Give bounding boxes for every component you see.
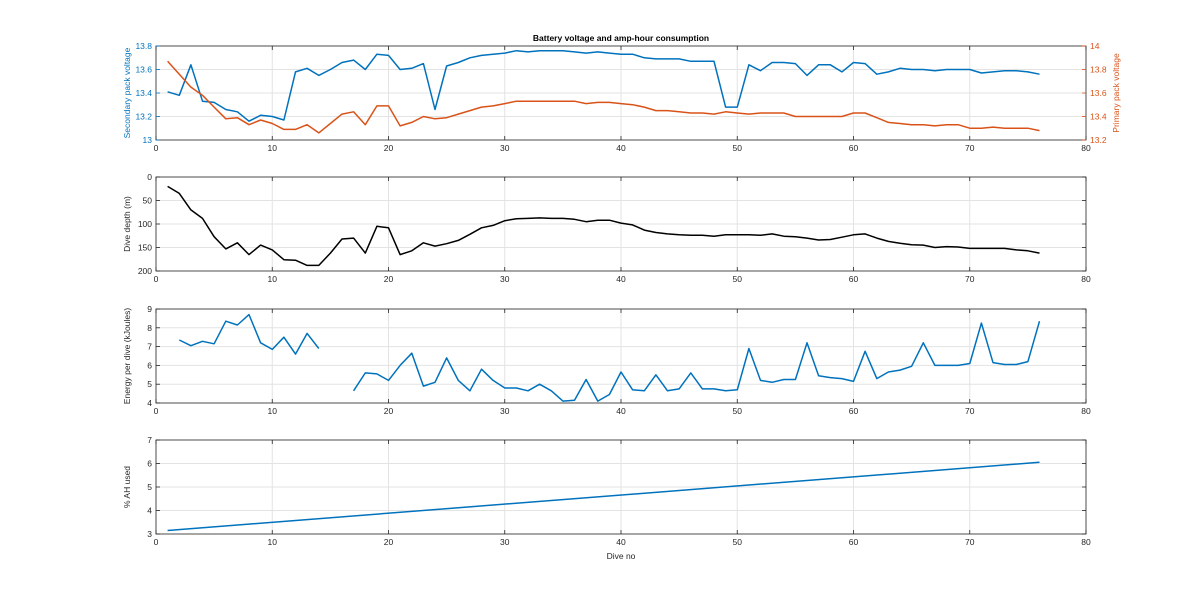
x-tick-label: 60	[849, 143, 859, 153]
y-right-tick-label: 13.6	[1090, 88, 1107, 98]
subplot-4: 0 10 20 30 40 50 60 70 80 3 4 5 6 7 % AH used	[122, 435, 1091, 547]
y-right-tick-label: 13.2	[1090, 135, 1107, 145]
series-group	[167, 461, 1040, 532]
x-tick-label: 40	[616, 537, 626, 547]
x-tick-label: 10	[268, 274, 278, 284]
y-tick-label: 6	[147, 459, 152, 469]
y-axis-right: 13.2 13.4 13.6 13.8 14 Primary pack voltage	[1082, 41, 1121, 145]
x-axis: 0 10 20 30 40 50 60 70 80	[154, 440, 1091, 547]
series-line-1	[167, 49, 1040, 122]
x-tick-label: 60	[849, 406, 859, 416]
y-tick-label: 13.8	[135, 41, 152, 51]
y-tick-label: 13.4	[135, 88, 152, 98]
y-tick-label: 9	[147, 304, 152, 314]
x-axis: 0 10 20 30 40 50 60 70 80	[154, 309, 1091, 416]
x-tick-label: 0	[154, 406, 159, 416]
subplot-3: 0 10 20 30 40 50 60 70 80 4 5 6 7 8 9 Energy per dive (…	[122, 304, 1091, 416]
x-tick-label: 60	[849, 537, 859, 547]
x-tick-label: 40	[616, 274, 626, 284]
y-axis-label: % AH used	[122, 466, 132, 508]
y-tick-label: 13.2	[135, 112, 152, 122]
y-tick-label: 8	[147, 323, 152, 333]
y-right-tick-label: 13.4	[1090, 112, 1107, 122]
y-right-tick-label: 14	[1090, 41, 1100, 51]
x-tick-label: 30	[500, 143, 510, 153]
x-tick-label: 20	[384, 406, 394, 416]
subplot-1: 0 10 20 30 40 50 60 70 801313.213.413.613.8Secon…	[122, 41, 1121, 153]
x-tick-label: 70	[965, 274, 975, 284]
y-right-tick-label: 13.8	[1090, 65, 1107, 75]
x-tick-label: 50	[733, 537, 743, 547]
x-tick-label: 60	[849, 274, 859, 284]
series-line-1	[167, 185, 1040, 267]
x-tick-label: 80	[1081, 274, 1091, 284]
y-tick-label: 5	[147, 379, 152, 389]
y-tick-label: 6	[147, 360, 152, 370]
series-line-2	[167, 60, 1040, 134]
y-tick-label: 7	[147, 435, 152, 445]
x-tick-label: 30	[500, 537, 510, 547]
x-tick-label: 20	[384, 143, 394, 153]
x-tick-label: 10	[268, 537, 278, 547]
x-tick-label: 10	[268, 406, 278, 416]
y-axis-left: 3 4 5 6 7 % AH used	[122, 435, 1086, 539]
series-group	[167, 185, 1040, 267]
y-tick-label: 7	[147, 342, 152, 352]
x-tick-label: 0	[154, 274, 159, 284]
y-right-axis-label: Primary pack voltage	[1111, 53, 1121, 133]
x-tick-label: 80	[1081, 143, 1091, 153]
x-tick-label: 30	[500, 406, 510, 416]
x-axis: 0 10 20 30 40 50 60 70 80	[154, 177, 1091, 284]
subplot-2: 0 10 20 30 40 50 60 70 80 0 50 100 150 200 Dive depth …	[122, 172, 1091, 284]
series-group	[178, 313, 1041, 402]
x-tick-label: 20	[384, 537, 394, 547]
x-tick-label: 20	[384, 274, 394, 284]
y-tick-label: 50	[143, 196, 153, 206]
y-tick-label: 0	[147, 172, 152, 182]
x-tick-label: 70	[965, 406, 975, 416]
x-tick-label: 0	[154, 537, 159, 547]
x-axis: 0 10 20 30 40 50 60 70 80	[154, 46, 1091, 153]
x-tick-label: 10	[268, 143, 278, 153]
y-axis-label: Energy per dive (kJoules)	[122, 308, 132, 405]
y-axis-left: 4 5 6 7 8 9 Energy per dive (kJoules)	[122, 304, 1086, 408]
subplots: 0 10 20 30 40 50 60 70 801313.213.413.613.8Secon…	[122, 41, 1121, 547]
y-axis-label: Dive depth (m)	[122, 196, 132, 252]
x-tick-label: 40	[616, 143, 626, 153]
x-tick-label: 0	[154, 143, 159, 153]
x-tick-label: 80	[1081, 406, 1091, 416]
y-tick-label: 4	[147, 506, 152, 516]
y-tick-label: 100	[138, 219, 152, 229]
y-tick-label: 200	[138, 266, 152, 276]
x-tick-label: 80	[1081, 537, 1091, 547]
y-tick-label: 13.6	[135, 65, 152, 75]
x-tick-label: 30	[500, 274, 510, 284]
x-tick-label: 50	[733, 143, 743, 153]
x-axis-label: Dive no	[607, 551, 636, 561]
y-tick-label: 13	[143, 135, 153, 145]
y-tick-label: 4	[147, 398, 152, 408]
x-tick-label: 70	[965, 143, 975, 153]
series-group	[167, 49, 1040, 134]
series-line-1	[178, 313, 320, 355]
y-tick-label: 150	[138, 243, 152, 253]
series-line-1	[352, 320, 1041, 402]
y-tick-label: 3	[147, 529, 152, 539]
y-axis-left: 0 50 100 150 200 Dive depth (m)	[122, 172, 1086, 276]
x-tick-label: 40	[616, 406, 626, 416]
y-tick-label: 5	[147, 482, 152, 492]
series-line-1	[167, 461, 1040, 532]
y-axis-label: Secondary pack voltage	[122, 47, 132, 138]
figure-title: Battery voltage and amp-hour consumption	[533, 33, 709, 43]
x-tick-label: 50	[733, 406, 743, 416]
x-tick-label: 50	[733, 274, 743, 284]
x-tick-label: 70	[965, 537, 975, 547]
